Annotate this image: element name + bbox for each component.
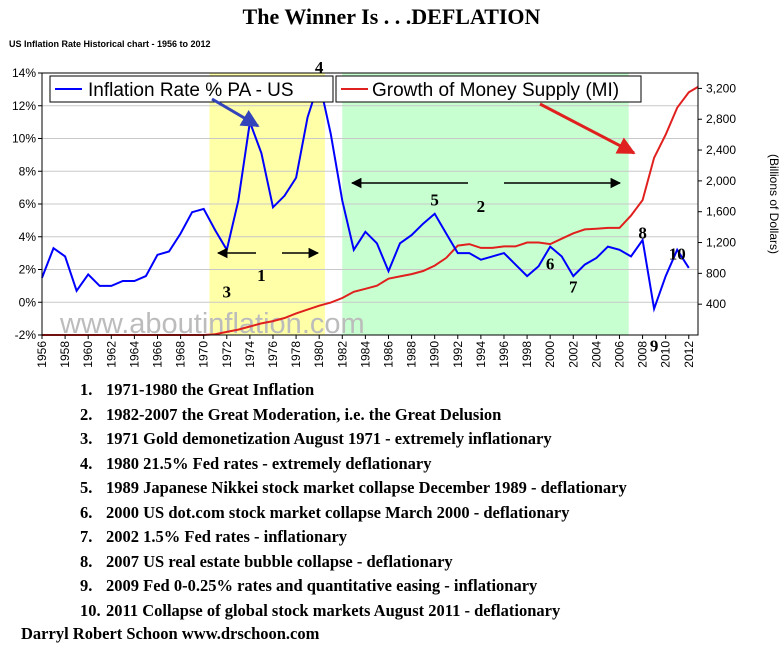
y-left-tick-label: 4% (19, 230, 37, 244)
x-tick-label: 1988 (405, 341, 419, 368)
annotation-marker: 5 (430, 191, 439, 210)
annotation-marker: 3 (223, 282, 232, 301)
y-right-tick-label: 2,000 (706, 174, 736, 188)
chart-title: The Winner Is . . .DEFLATION (242, 4, 541, 29)
x-tick-label: 1998 (520, 341, 534, 368)
y-right-axis-label: (Billions of Dollars) (767, 154, 781, 254)
x-tick-label: 1984 (358, 341, 372, 368)
x-tick-label: 2010 (659, 341, 673, 368)
chart-subtitle: US Inflation Rate Historical chart - 195… (9, 39, 211, 49)
x-tick-label: 1968 (174, 341, 188, 368)
x-tick-label: 1964 (127, 341, 141, 368)
x-tick-label: 1966 (150, 341, 164, 368)
annotation-marker: 10 (669, 245, 686, 264)
note-item: 10. 2011 Collapse of global stock markets… (80, 600, 561, 620)
annotation-marker: 9 (650, 336, 659, 355)
notes-list: 1. 1971-1980 the Great Inflation 2. 1982-2… (80, 378, 627, 623)
y-left-tick-label: 2% (19, 263, 37, 277)
annotation-marker: 2 (477, 197, 486, 216)
note-item: 1. 1971-1980 the Great Inflation (80, 380, 315, 399)
y-right-tick-label: 800 (706, 266, 726, 280)
y-left-tick-label: 14% (12, 66, 36, 80)
annotation-marker: 6 (546, 255, 555, 274)
x-tick-label: 1962 (104, 341, 118, 368)
author-credit: Darryl Robert Schoon www.drschoon.com (21, 624, 320, 643)
note-item: 9. 2009 Fed 0-0.25% rates and quantitativ… (80, 576, 538, 595)
legend-money-label: Growth of Money Supply (MI) (372, 80, 619, 101)
legend-money: Growth of Money Supply (MI) (335, 75, 642, 103)
annotation-marker: 7 (569, 277, 578, 296)
y-left-tick-label: 6% (19, 197, 37, 211)
x-tick-label: 1980 (312, 341, 326, 368)
note-item: 4. 1980 21.5% Fed rates - extremely defla… (80, 453, 432, 473)
x-tick-label: 1994 (474, 341, 488, 368)
y-left-tick-label: 10% (12, 132, 36, 146)
y-left-tick-label: -2% (15, 328, 37, 342)
y-right-tick-label: 1,600 (706, 205, 736, 219)
note-item: 7. 2002 1.5% Fed rates - inflationary (80, 527, 348, 546)
y-right-tick-label: 2,800 (706, 112, 736, 126)
legend-inflation-arrow (211, 97, 260, 128)
x-tick-label: 1958 (58, 341, 72, 368)
annotation-marker: 1 (257, 266, 266, 285)
y-left-tick-label: 12% (12, 99, 36, 113)
x-tick-label: 1960 (81, 341, 95, 368)
y-left-tick-label: 0% (19, 295, 37, 309)
y-right-tick-label: 1,200 (706, 236, 736, 250)
legend-inflation-label: Inflation Rate % PA - US (88, 80, 294, 101)
x-tick-label: 2002 (566, 341, 580, 368)
y-right-tick-label: 400 (706, 297, 726, 311)
x-tick-label: 1976 (266, 341, 280, 368)
x-tick-label: 1972 (220, 341, 234, 368)
note-item: 8. 2007 US real estate bubble collapse - … (80, 551, 453, 571)
legend-inflation: Inflation Rate % PA - US (49, 75, 334, 103)
x-tick-label: 1992 (451, 341, 465, 368)
money-supply-line (42, 86, 699, 336)
x-tick-label: 2000 (543, 341, 557, 368)
x-tick-label: 1974 (243, 341, 257, 368)
x-tick-label: 2012 (682, 341, 696, 368)
annotation-marker: 8 (638, 223, 647, 242)
annotation-marker: 4 (315, 58, 324, 77)
x-tick-label: 1970 (197, 341, 211, 368)
x-tick-label: 1996 (497, 341, 511, 368)
inflation-chart: www.aboutinflation.com -2%0%2%4%6%8%10%1… (12, 58, 781, 368)
note-item: 5. 1989 Japanese Nikkei stock market coll… (80, 478, 627, 497)
legend-money-arrow (539, 102, 636, 155)
x-tick-label: 2006 (612, 341, 626, 368)
y-right-tick-label: 2,400 (706, 143, 736, 157)
note-item: 2. 1982-2007 the Great Moderation, i.e. t… (80, 404, 502, 424)
y-left-tick-label: 8% (19, 164, 37, 178)
x-tick-label: 2008 (636, 341, 650, 368)
x-tick-label: 1990 (428, 341, 442, 368)
inflation-line (41, 77, 690, 313)
x-tick-label: 1982 (335, 341, 349, 368)
x-tick-label: 1978 (289, 341, 303, 368)
note-item: 6. 2000 US dot.com stock market collapse … (80, 502, 570, 522)
x-tick-label: 1986 (381, 341, 395, 368)
y-right-tick-label: 3,200 (706, 81, 736, 95)
x-tick-label: 1956 (35, 341, 49, 368)
x-tick-label: 2004 (589, 341, 603, 368)
note-item: 3. 1971 Gold demonetization August 1971 -… (80, 429, 552, 448)
